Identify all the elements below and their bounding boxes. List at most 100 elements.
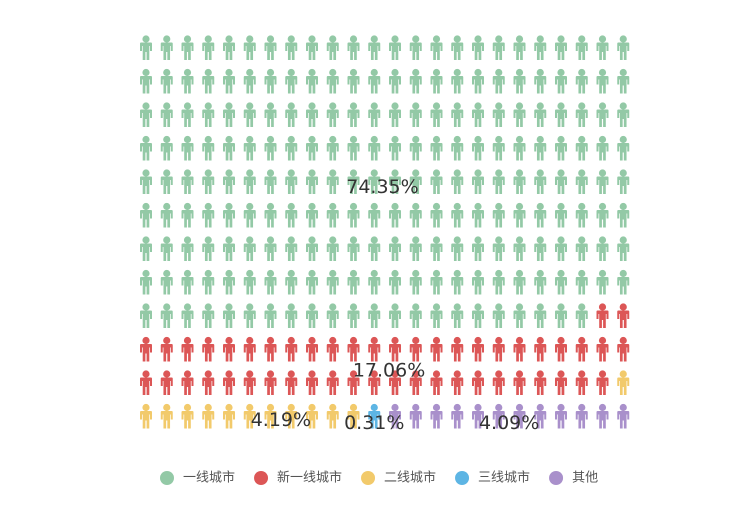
icon-body bbox=[347, 277, 360, 295]
icon-head bbox=[308, 269, 316, 278]
person-icon bbox=[347, 303, 360, 328]
icon-head bbox=[246, 370, 254, 378]
icon-head bbox=[349, 35, 358, 43]
icon-body bbox=[451, 210, 464, 228]
icon-head bbox=[142, 336, 150, 345]
icon-body bbox=[306, 344, 318, 362]
icon-body bbox=[306, 277, 318, 295]
icon-body bbox=[575, 210, 588, 228]
icon-head bbox=[412, 202, 420, 211]
icon-body bbox=[202, 109, 215, 127]
icon-body bbox=[264, 210, 277, 228]
person-icon bbox=[389, 169, 401, 194]
icon-head bbox=[619, 370, 627, 378]
icon-head bbox=[349, 303, 358, 311]
icon-head bbox=[287, 68, 295, 77]
icon-head bbox=[536, 303, 544, 311]
icon-body bbox=[306, 310, 318, 328]
icon-head bbox=[557, 169, 565, 177]
person-icon bbox=[472, 269, 484, 295]
icon-head bbox=[349, 403, 358, 412]
icon-body bbox=[202, 76, 215, 94]
icon-head bbox=[329, 102, 337, 110]
icon-head bbox=[204, 202, 212, 211]
icon-head bbox=[495, 135, 503, 144]
icon-head bbox=[536, 336, 544, 345]
icon-body bbox=[451, 109, 464, 127]
person-icon bbox=[451, 303, 464, 328]
icon-head bbox=[619, 68, 627, 77]
person-icon bbox=[326, 303, 339, 328]
icon-head bbox=[495, 169, 503, 177]
icon-head bbox=[412, 68, 420, 77]
person-icon bbox=[555, 102, 567, 127]
icon-body bbox=[347, 76, 360, 94]
icon-body bbox=[160, 243, 173, 261]
person-icon bbox=[140, 403, 152, 429]
icon-body bbox=[389, 42, 401, 60]
icon-body bbox=[492, 109, 505, 127]
icon-body bbox=[285, 243, 298, 261]
icon-body bbox=[596, 377, 609, 395]
icon-body bbox=[409, 42, 422, 60]
icon-head bbox=[578, 336, 586, 345]
icon-body bbox=[306, 411, 318, 429]
icon-head bbox=[246, 169, 254, 177]
icon-head bbox=[536, 236, 544, 244]
icon-body bbox=[306, 243, 318, 261]
person-icon bbox=[326, 269, 339, 295]
icon-head bbox=[515, 35, 524, 43]
person-icon bbox=[140, 202, 152, 228]
person-icon bbox=[160, 370, 173, 395]
icon-head bbox=[287, 269, 295, 278]
person-icon bbox=[617, 35, 630, 60]
icon-body bbox=[492, 344, 505, 362]
icon-head bbox=[453, 202, 461, 211]
icon-head bbox=[412, 403, 420, 412]
icon-head bbox=[142, 202, 150, 211]
person-icon bbox=[347, 236, 360, 261]
person-icon bbox=[513, 403, 526, 429]
person-icon bbox=[430, 102, 443, 127]
icon-head bbox=[619, 236, 627, 244]
icon-head bbox=[204, 135, 212, 144]
icon-head bbox=[246, 202, 254, 211]
icon-body bbox=[617, 277, 630, 295]
person-icon bbox=[596, 169, 609, 194]
icon-head bbox=[474, 269, 482, 278]
icon-body bbox=[140, 109, 152, 127]
person-icon bbox=[181, 35, 194, 60]
icon-head bbox=[598, 102, 607, 110]
person-icon bbox=[575, 236, 588, 261]
person-icon bbox=[575, 336, 588, 362]
icon-head bbox=[287, 236, 295, 244]
icon-head bbox=[578, 403, 586, 412]
person-icon bbox=[160, 303, 173, 328]
person-icon bbox=[430, 303, 443, 328]
icon-head bbox=[619, 35, 627, 43]
person-icon bbox=[285, 303, 298, 328]
person-icon bbox=[409, 403, 422, 429]
icon-body bbox=[326, 344, 339, 362]
icon-head bbox=[204, 336, 212, 345]
icon-head bbox=[287, 370, 295, 378]
person-icon bbox=[285, 102, 298, 127]
icon-body bbox=[472, 411, 484, 429]
person-icon bbox=[243, 303, 256, 328]
person-icon bbox=[575, 370, 588, 395]
value-label: 74.35% bbox=[346, 176, 418, 198]
person-icon bbox=[306, 403, 318, 429]
legend: 一线城市 新一线城市 二线城市 三线城市 其他 bbox=[160, 470, 598, 486]
person-icon bbox=[513, 236, 526, 261]
person-icon bbox=[575, 135, 588, 161]
icon-body bbox=[596, 176, 609, 194]
icon-body bbox=[223, 344, 235, 362]
icon-body bbox=[368, 143, 381, 161]
person-icon bbox=[285, 135, 298, 161]
icon-body bbox=[368, 377, 381, 395]
person-icon bbox=[492, 370, 505, 395]
legend-marker bbox=[160, 471, 174, 485]
icon-body bbox=[181, 176, 194, 194]
icon-body bbox=[389, 109, 401, 127]
icon-body bbox=[575, 243, 588, 261]
